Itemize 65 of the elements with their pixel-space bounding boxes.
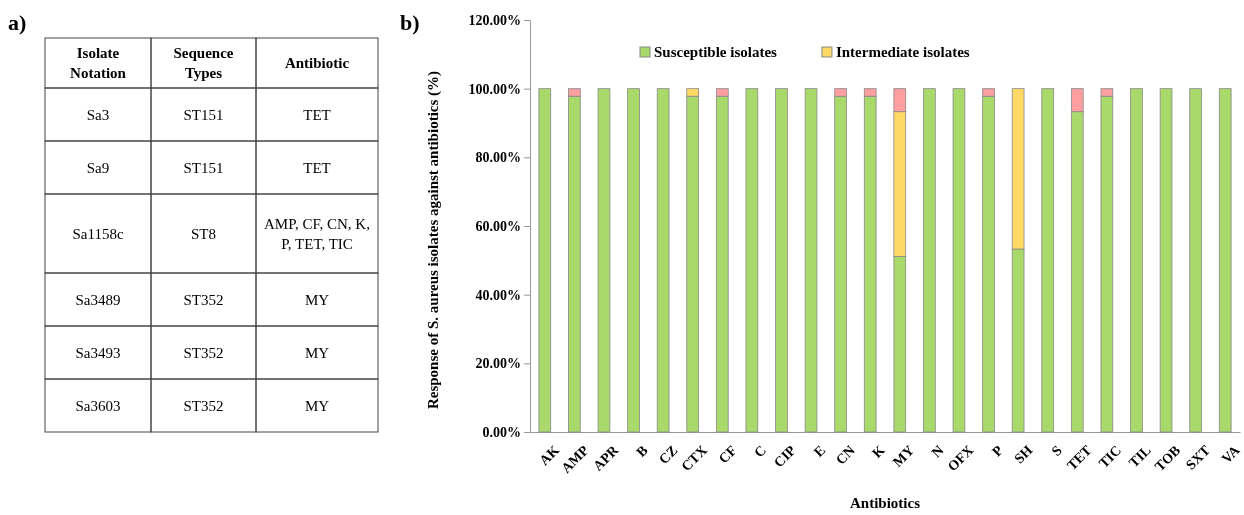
- text: ST151: [183, 159, 224, 176]
- text: TET: [303, 159, 331, 176]
- bar: [804, 88, 818, 433]
- x-tick-label: SH: [1011, 442, 1036, 467]
- bar: [952, 88, 966, 433]
- text: Sa1158c: [72, 225, 124, 242]
- text: ST352: [183, 397, 224, 414]
- x-tick-label: CZ: [656, 442, 681, 468]
- x-tick-label: C: [751, 442, 770, 461]
- text: Sa3: [86, 106, 110, 123]
- bar: [597, 88, 611, 433]
- y-tick-label: 20.00%: [475, 356, 521, 372]
- bar: [1130, 88, 1143, 433]
- x-tick-label: P: [989, 442, 1007, 460]
- x-tick-label: AK: [536, 442, 563, 469]
- x-tick-label: MY: [889, 442, 918, 470]
- y-tick-label: 100.00%: [468, 81, 521, 97]
- x-tick-label: N: [928, 442, 947, 461]
- text: Sequence Types: [173, 45, 234, 81]
- y-axis-title: Response of S. aureus isolates against antibiotics (%): [425, 70, 442, 410]
- x-tick-label: S: [1048, 442, 1066, 459]
- text: ST151: [183, 106, 224, 123]
- bar: [1159, 88, 1173, 433]
- bar: [775, 88, 788, 433]
- text: MY: [304, 344, 330, 361]
- bar: [656, 88, 670, 433]
- text: Sa3489: [75, 291, 121, 308]
- x-tick-label: TIC: [1095, 442, 1125, 471]
- text: ST352: [183, 344, 224, 361]
- text: Isolate Notation: [70, 45, 127, 81]
- bar: [1041, 88, 1055, 433]
- chart-title: b): [400, 10, 420, 35]
- bar: [538, 88, 552, 433]
- text: a): [8, 10, 27, 35]
- y-tick-label: 60.00%: [475, 218, 521, 234]
- bar: [1189, 88, 1202, 433]
- text: AMP, CF, CN, K, P, TET, TIC: [264, 215, 370, 252]
- text: Sa9: [86, 159, 110, 176]
- text: Sa3603: [75, 397, 121, 414]
- text: MY: [304, 397, 330, 414]
- legend-label: Intermediate isolates: [835, 44, 970, 60]
- bar: [1218, 88, 1232, 433]
- x-tick-label: CF: [715, 442, 740, 467]
- x-tick-label: B: [633, 442, 651, 460]
- bar: [627, 88, 640, 433]
- text: MY: [304, 291, 330, 308]
- text: Sa3493: [75, 344, 121, 361]
- x-tick-label: E: [811, 442, 829, 460]
- y-tick-label: 0.00%: [482, 424, 521, 440]
- y-tick-label: 40.00%: [475, 287, 521, 303]
- legend-label: Susceptible isolates: [654, 44, 778, 60]
- x-tick-label: K: [869, 442, 888, 461]
- y-tick-label: 120.00%: [468, 12, 521, 28]
- bar: [923, 88, 936, 433]
- x-tick-label: CN: [832, 442, 858, 468]
- x-tick-label: CIP: [771, 442, 800, 471]
- bar: [745, 88, 759, 433]
- text: ST352: [183, 291, 224, 308]
- x-tick-label: VA: [1218, 442, 1244, 467]
- text: ST8: [190, 225, 217, 242]
- x-axis-title: Antibiotics: [849, 495, 921, 511]
- x-tick-label: TIL: [1126, 442, 1154, 471]
- y-tick-label: 80.00%: [475, 150, 521, 166]
- text: TET: [303, 106, 331, 123]
- text: Antibiotic: [284, 55, 350, 71]
